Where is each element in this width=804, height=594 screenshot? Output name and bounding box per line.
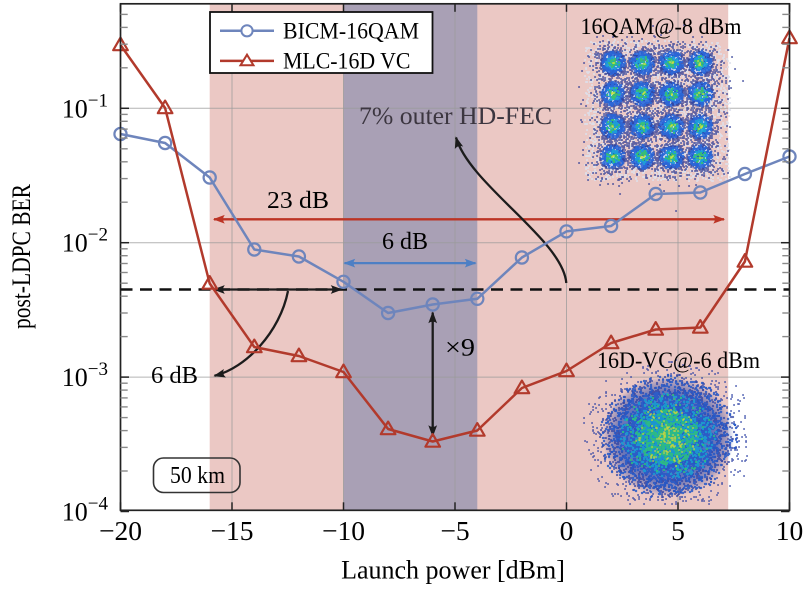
svg-text:16QAM@-8 dBm: 16QAM@-8 dBm — [581, 14, 742, 39]
svg-text:0: 0 — [560, 515, 574, 546]
svg-text:16D-VC@-6 dBm: 16D-VC@-6 dBm — [597, 348, 760, 373]
svg-text:50 km: 50 km — [170, 463, 225, 489]
svg-text:6 dB: 6 dB — [382, 229, 428, 255]
svg-text:post-LDPC BER: post-LDPC BER — [7, 183, 36, 329]
svg-text:Launch power [dBm]: Launch power [dBm] — [341, 556, 565, 585]
svg-text:−10: −10 — [322, 515, 365, 546]
svg-text:−5: −5 — [440, 515, 469, 546]
svg-text:10: 10 — [776, 515, 804, 546]
svg-text:−15: −15 — [210, 515, 253, 546]
svg-text:23 dB: 23 dB — [267, 188, 329, 214]
svg-text:6 dB: 6 dB — [151, 363, 198, 389]
svg-text:MLC-16D VC: MLC-16D VC — [283, 49, 411, 74]
svg-text:×9: ×9 — [445, 335, 475, 362]
svg-text:10−1: 10−1 — [62, 90, 108, 123]
svg-text:BICM-16QAM: BICM-16QAM — [283, 19, 419, 44]
svg-text:−20: −20 — [99, 515, 142, 546]
svg-text:7% outer HD-FEC: 7% outer HD-FEC — [359, 103, 552, 130]
svg-text:5: 5 — [671, 515, 685, 546]
